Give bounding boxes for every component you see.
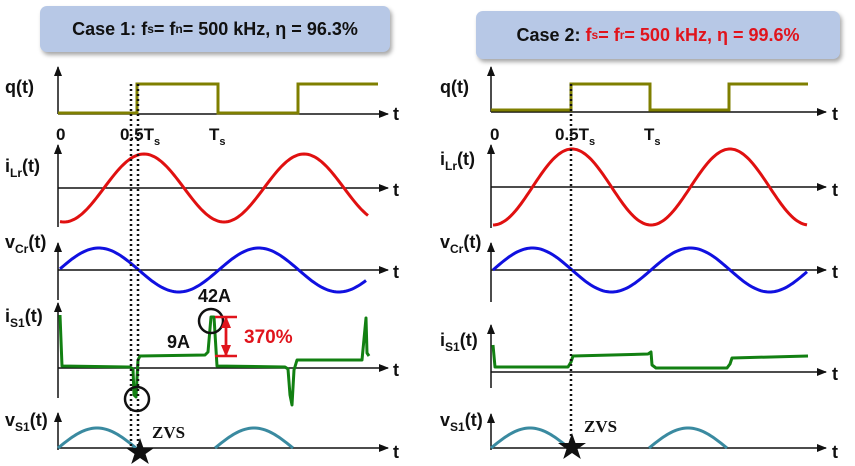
zvs-star-2 <box>558 433 586 459</box>
case1-panel: q(t) t 0 0.5Ts Ts iLr(t) t vCr(t) t iS1(… <box>5 66 399 464</box>
is1-axis-t-2: t <box>832 364 838 384</box>
tick-half-2: 0.5Ts <box>555 125 595 148</box>
vcr-axis-t-1: t <box>393 262 399 282</box>
tick-half-1: 0.5Ts <box>120 125 160 148</box>
case2-f: f <box>585 24 592 45</box>
vs1-waveform-1 <box>57 426 294 450</box>
overshoot-label: 370% <box>244 327 293 348</box>
ilr-waveform-1 <box>59 152 369 224</box>
zvs-star-1 <box>126 438 154 464</box>
case1-prefix: Case 1: <box>72 18 137 39</box>
case2-eq: = f <box>598 24 620 45</box>
is1-waveform-2 <box>491 344 809 370</box>
case1-sub-s: s <box>147 22 154 36</box>
vs1-label-2: vS1(t) <box>440 410 483 434</box>
q-waveform-1 <box>58 82 378 115</box>
vcr-label-2: vCr(t) <box>440 232 481 256</box>
case1-f: f <box>141 18 148 39</box>
case2-sub-s: s <box>591 28 599 42</box>
vs1-axis-t-2: t <box>832 442 838 462</box>
vcr-waveform-1 <box>59 246 367 294</box>
tick-full-2: Ts <box>644 125 661 148</box>
vcr-axis-t-2: t <box>832 262 838 282</box>
tick-zero-1: 0 <box>56 125 65 144</box>
is1-label-2: iS1(t) <box>440 330 478 354</box>
is1-axis-t-1: t <box>393 360 399 380</box>
ilr-waveform-2 <box>492 147 808 227</box>
vs1-waveform-2 <box>490 426 728 450</box>
case1-sub-n: n <box>175 22 183 36</box>
case1-rest: = 500 kHz, η = 96.3% <box>182 18 358 39</box>
case2-rest: = 500 kHz, η = 99.6% <box>624 24 800 45</box>
q-axis-t-1: t <box>393 104 399 124</box>
tick-full-1: Ts <box>209 125 226 148</box>
ilr-axis-t-2: t <box>832 180 838 200</box>
ilr-axis-t-1: t <box>393 180 399 200</box>
case2-panel: q(t) t 0 0.5Ts Ts iLr(t) t vCr(t) t iS1(… <box>440 66 838 462</box>
q-label-1: q(t) <box>5 77 34 97</box>
tick-zero-2: 0 <box>490 125 499 144</box>
zvs-label-2: ZVS <box>584 417 617 436</box>
vs1-axis-t-1: t <box>393 442 399 462</box>
current-high-label: 42A <box>198 286 231 306</box>
vcr-waveform-2 <box>492 246 809 294</box>
q-waveform-2 <box>491 82 808 112</box>
q-axis-t-2: t <box>832 104 838 124</box>
vs1-label-1: vS1(t) <box>5 410 48 434</box>
ilr-label-2: iLr(t) <box>440 149 475 173</box>
q-label-2: q(t) <box>440 77 469 97</box>
current-low-label: 9A <box>167 332 190 352</box>
zvs-label-1: ZVS <box>152 423 185 442</box>
case2-sub-r: r <box>619 28 625 42</box>
vcr-label-1: vCr(t) <box>5 232 46 256</box>
is1-waveform-1 <box>58 314 371 407</box>
case1-eq: = f <box>153 18 176 39</box>
case2-prefix: Case 2: <box>516 24 581 45</box>
ilr-label-1: iLr(t) <box>5 156 40 180</box>
is1-label-1: iS1(t) <box>5 306 43 330</box>
